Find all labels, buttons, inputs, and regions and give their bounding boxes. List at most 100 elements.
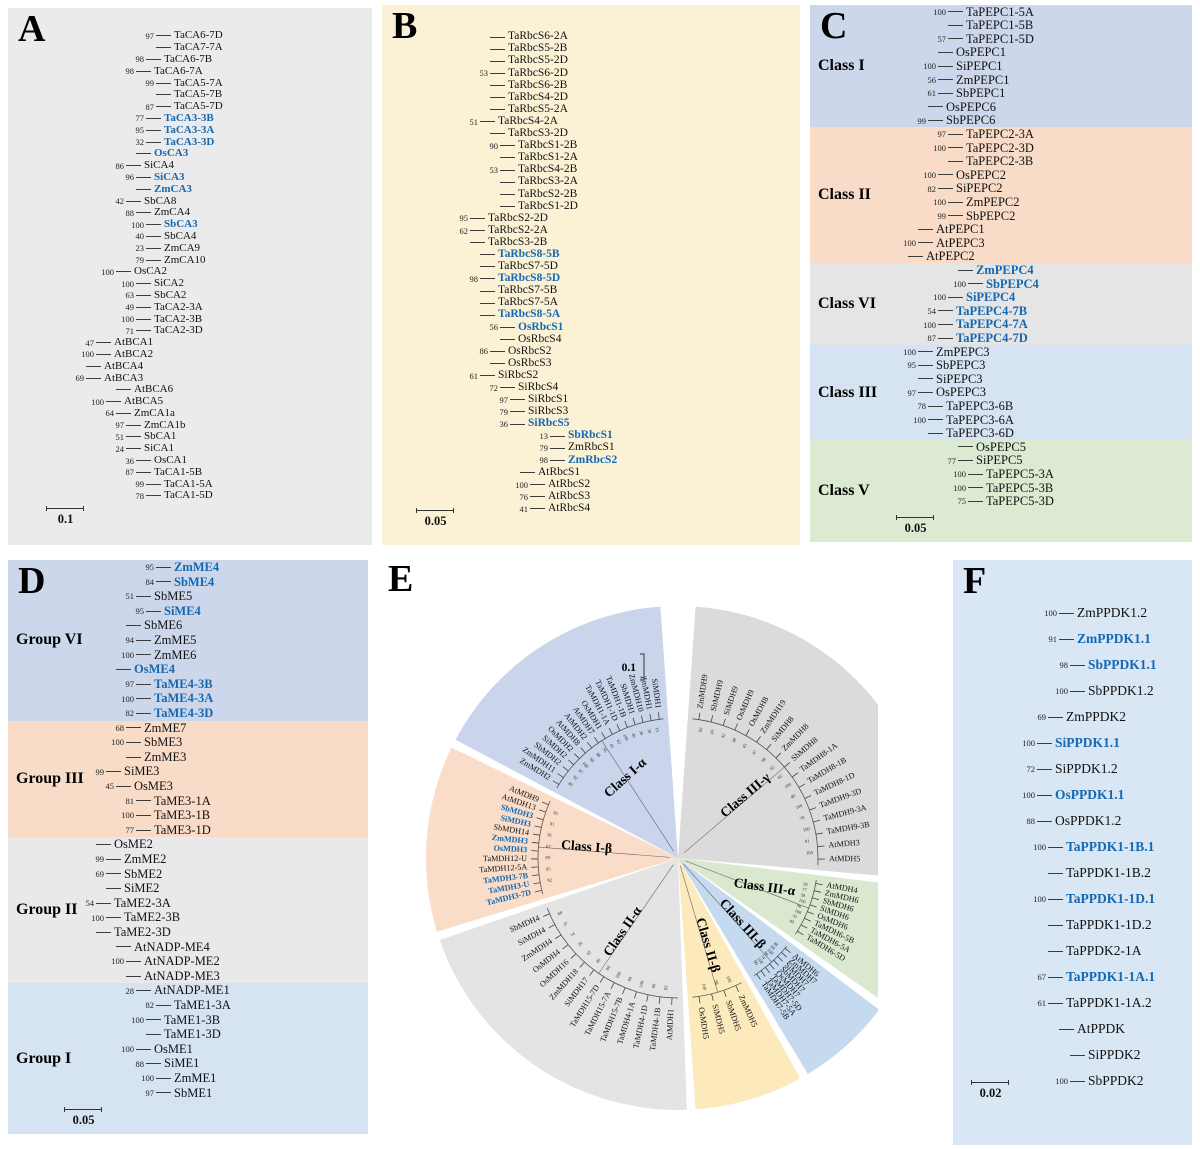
branch-line [938,65,953,67]
branch-line [136,153,151,155]
leaf-row: TaPPDK2-1A [953,938,1192,964]
taxon-label: TaME2-3B [124,910,181,925]
branch-line [948,296,963,298]
leaf-tick [658,996,661,1004]
leaf-row: TaRbcS3-2B [382,236,800,249]
leaf-row: 100 ZmPEPC3 [810,345,1192,359]
leaf-tick [616,724,621,731]
leaf-row: 63 SbCA2 [8,289,372,302]
leaf-tick [722,718,726,726]
D-clade-band-Group I: Group I 28 AtNADP-ME1 82 TaME1-3A 100 TaME1-3B… [8,983,368,1135]
leaf-row: 69 SbME2 [8,867,368,882]
taxon-label: AtBCA3 [104,371,144,384]
taxon-label: OsMDH3 [493,844,527,855]
branch-line [86,377,101,379]
branch-line [480,290,495,292]
bootstrap-value: 97 [937,129,947,140]
bootstrap-value: 96 [763,950,770,957]
taxon-label: AtPPDK [1077,1021,1126,1037]
taxon-label: TaRbcS1-2A [518,151,578,164]
scale-bar-B: 0.05 [416,508,455,529]
leaf-row: 100 SbPEPC4 [810,277,1192,291]
bootstrap-value: 28 [125,985,135,996]
branch-line [918,242,933,244]
leaf-row: 100 SbPPDK1.2 [953,678,1192,704]
leaf-row: TaRbcS7-5B [382,285,800,297]
branch-line [928,120,943,122]
branch-line [96,353,111,355]
taxon-label: TaPEPC4-7A [956,317,1028,332]
clade-group-label: Group VI [16,631,83,649]
bootstrap-value: 90 [760,756,767,763]
branch-line [480,254,495,256]
bootstrap-value: 89 [545,855,550,860]
bootstrap-value: 46 [631,732,638,739]
clade-group-label: Class V [818,482,870,500]
branch-line [1048,846,1063,848]
branch-line [136,990,151,992]
taxon-label: SiME4 [164,603,201,618]
taxon-label: TaRbcS8-5B [498,247,560,260]
bootstrap-value: 92 [572,774,579,781]
bootstrap-value: 83 [553,810,560,816]
leaf-row: 86 SiCA4 [8,160,372,172]
bootstrap-value: 100 [1033,894,1046,904]
branch-line [530,508,545,510]
leaf-row: 91 ZmPPDK1.1 [953,626,1192,652]
branch-line [136,595,151,597]
branch-line [1070,664,1085,666]
bootstrap-value: 53 [489,165,499,176]
taxon-label: TaRbcS4-2A [498,114,558,127]
branch-line [918,378,933,380]
bootstrap-value: 95 [135,125,145,136]
branch-line [136,70,151,72]
panel-letter-D: D [18,560,46,602]
bootstrap-value: 100 [933,292,946,303]
taxon-label: OsPPDK1.2 [1055,813,1122,829]
leaf-row: 100 AtPEPC3 [810,236,1192,250]
leaf-row: 40 SbCA4 [8,229,372,243]
taxon-label: ZmPPDK1.1 [1077,631,1151,647]
leaf-row: 100 SbPPDK2 [953,1068,1192,1094]
branch-line [938,337,953,339]
taxon-label: ZmME3 [144,749,187,764]
taxon-label: AtNADP-ME1 [154,983,230,998]
branch-line [156,94,171,96]
taxon-label: AtMDH5 [829,854,860,863]
branch-line [136,639,151,641]
leaf-row: 69 ZmPPDK2 [953,704,1192,730]
leaf-row: 100 OsCA2 [8,266,372,278]
bootstrap-value: 61 [1037,998,1047,1008]
leaf-tick [756,736,761,743]
scale-bar-line [46,506,84,511]
branch-line [1070,690,1085,692]
sector-Class III-γ [678,606,878,876]
bootstrap-value: 90 [489,140,499,151]
branch-line [156,82,171,84]
leaf-row: 97 ZmCA1b [8,419,372,431]
leaf-tick [532,874,540,876]
leaf-row: 64 ZmCA1a [8,407,372,420]
sector-spoke [685,860,809,909]
bootstrap-value: 86 [115,160,125,171]
leaf-row: TaRbcS2-2B [382,188,800,200]
bootstrap-value: 97 [577,768,584,775]
taxon-label: TaPEPC4-7D [956,330,1028,345]
leaf-row: 77 SiPEPC5 [810,454,1192,468]
taxon-label: AtNADP-ME2 [144,954,220,969]
branch-line [146,1019,161,1021]
leaf-tick [579,961,585,968]
bootstrap-value: 100 [121,649,134,660]
scale-bar-label: 0.1 [57,512,74,526]
taxon-label: SbCA3 [164,218,198,231]
bootstrap-value: 81 [805,838,811,844]
bootstrap-value: 56 [927,74,937,85]
bootstrap-value: 62 [459,225,469,236]
taxon-label: TaPPDK1-1A.1 [1066,969,1156,985]
taxon-label: TaRbcS4-2D [508,90,568,103]
bootstrap-value: 100 [903,346,916,357]
leaf-row: 24 SiCA1 [8,443,372,455]
taxon-label: SbCA4 [164,229,197,242]
taxon-label: SbPEPC6 [946,113,996,128]
leaf-row: 28 AtNADP-ME1 [8,983,368,998]
